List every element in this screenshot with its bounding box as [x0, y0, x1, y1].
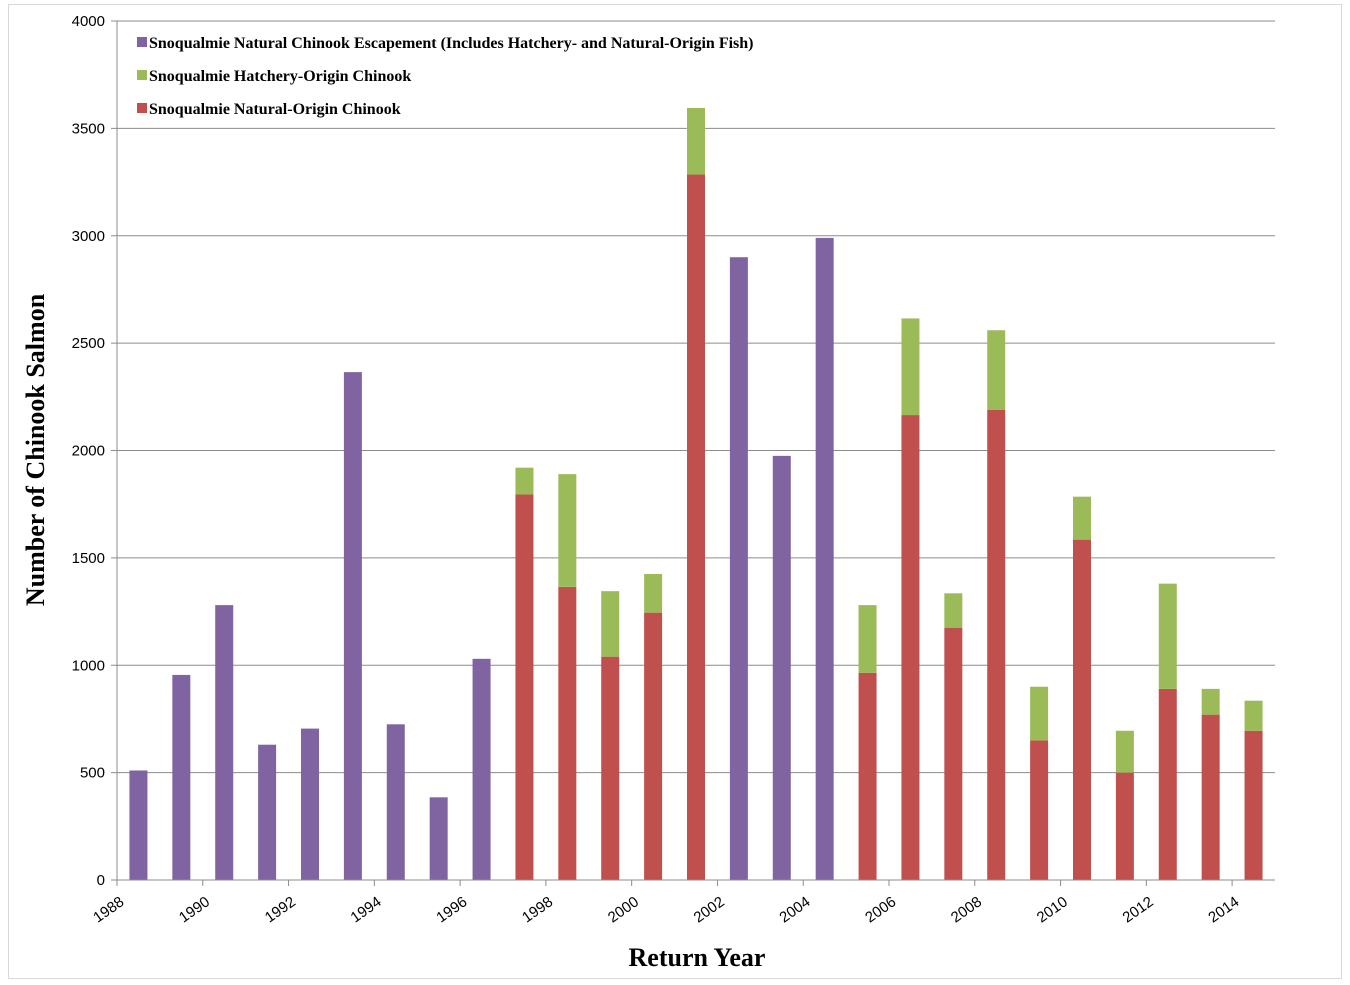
y-tick-label: 0 — [97, 872, 105, 889]
x-tick-label: 2006 — [862, 893, 899, 926]
bar-2014-series-1 — [1244, 730, 1263, 880]
legend-swatch — [137, 37, 147, 47]
bar-1993-series-0 — [343, 372, 362, 880]
bar-2008-series-2 — [987, 330, 1006, 410]
bar-2013-series-2 — [1201, 688, 1220, 715]
x-tick-label: 1990 — [176, 893, 213, 926]
bar-1989-series-0 — [172, 674, 191, 880]
x-tick-label: 1994 — [348, 893, 385, 926]
bar-2009-series-2 — [1030, 686, 1049, 741]
legend: Snoqualmie Natural Chinook Escapement (I… — [137, 35, 753, 118]
y-tick-label: 2500 — [72, 335, 105, 352]
y-tick-labels: 0 500 1000 1500 2000 2500 3000 3500 4000 — [72, 13, 105, 889]
bar-1995-series-0 — [429, 797, 448, 880]
axes — [111, 20, 1275, 886]
x-tick-label: 2002 — [691, 893, 728, 926]
bar-2000-series-1 — [644, 612, 663, 880]
bar-1998-series-1 — [558, 586, 577, 880]
bar-2003-series-0 — [772, 455, 791, 880]
bar-2013-series-1 — [1201, 714, 1220, 880]
bar-1991-series-0 — [258, 744, 277, 880]
bar-2005-series-1 — [858, 672, 877, 880]
bar-1999-series-1 — [601, 656, 620, 880]
bar-2014-series-2 — [1244, 700, 1263, 731]
bar-2007-series-1 — [944, 627, 963, 880]
x-tick-label: 2012 — [1120, 893, 1157, 926]
bar-1992-series-0 — [301, 728, 319, 880]
bar-2001-series-1 — [687, 174, 705, 880]
bars — [129, 107, 1263, 881]
x-tick-label: 1992 — [262, 893, 299, 926]
bar-2002-series-0 — [729, 257, 748, 881]
bar-1997-series-1 — [515, 494, 534, 880]
legend-swatch — [137, 103, 147, 113]
x-tick-label: 2008 — [948, 893, 985, 926]
bar-2005-series-2 — [858, 605, 877, 673]
legend-label: Snoqualmie Natural Chinook Escapement (I… — [149, 35, 753, 52]
bar-2006-series-1 — [901, 415, 920, 880]
x-tick-label: 2000 — [605, 893, 642, 926]
bar-1997-series-2 — [515, 467, 534, 495]
x-tick-label: 1988 — [90, 893, 127, 926]
y-tick-label: 4000 — [72, 13, 105, 30]
x-tick-label: 2010 — [1034, 893, 1071, 926]
y-axis-title: Number of Chinook Salmon — [21, 293, 50, 606]
bar-2000-series-2 — [644, 573, 663, 613]
bar-2010-series-2 — [1073, 496, 1091, 540]
y-tick-label: 1000 — [72, 657, 105, 674]
y-tick-label: 2000 — [72, 443, 105, 460]
bar-2012-series-1 — [1158, 688, 1177, 880]
legend-swatch — [137, 70, 147, 80]
x-tick-labels: 1988 1990 1992 1994 1996 1998 2000 2002 2004 2006… — [90, 893, 1242, 926]
bar-1994-series-0 — [386, 724, 405, 880]
bar-2006-series-2 — [901, 318, 920, 416]
legend-label: Snoqualmie Hatchery-Origin Chinook — [149, 68, 411, 85]
bar-1998-series-2 — [558, 474, 577, 587]
bar-2004-series-0 — [815, 237, 834, 880]
bar-2012-series-2 — [1158, 583, 1177, 689]
bar-2011-series-1 — [1115, 772, 1134, 880]
bar-1996-series-0 — [472, 658, 491, 880]
x-axis-title: Return Year — [629, 943, 766, 972]
y-tick-label: 500 — [80, 765, 105, 782]
bar-2001-series-2 — [687, 107, 705, 175]
bar-2009-series-1 — [1030, 740, 1049, 880]
legend-label: Snoqualmie Natural-Origin Chinook — [149, 101, 401, 118]
bar-2008-series-1 — [987, 409, 1006, 880]
bar-2010-series-1 — [1073, 539, 1091, 880]
x-tick-label: 2014 — [1205, 893, 1242, 926]
y-tick-label: 1500 — [72, 550, 105, 567]
bar-1999-series-2 — [601, 591, 620, 657]
x-tick-label: 2004 — [776, 893, 813, 926]
bar-2007-series-2 — [944, 593, 963, 628]
bar-2011-series-2 — [1115, 730, 1134, 773]
bar-1988-series-0 — [129, 770, 148, 880]
y-tick-label: 3500 — [72, 120, 105, 137]
x-tick-label: 1998 — [519, 893, 556, 926]
y-tick-label: 3000 — [72, 228, 105, 245]
bar-1990-series-0 — [215, 605, 234, 880]
x-tick-label: 1996 — [433, 893, 470, 926]
